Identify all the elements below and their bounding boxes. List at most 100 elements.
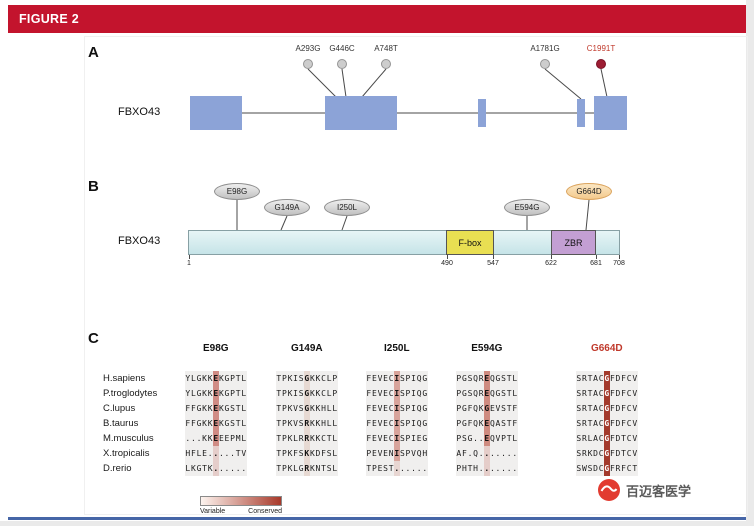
alignment-sequence: HFLE.....TV [185, 446, 247, 461]
watermark-text: 百迈客医学 [626, 484, 692, 499]
species-label: M.musculus [103, 433, 154, 444]
alignment-sequence: TPEST...... [366, 461, 428, 476]
scale-tick-label: 681 [590, 260, 602, 267]
figure-header-bar: FIGURE 2 [8, 5, 746, 33]
alignment-sequence: TPKVSGKKHLL [276, 401, 338, 416]
mutation-label-a293g: A293G [295, 44, 321, 53]
alignment-sequence: FFGKKEKGSTL [185, 416, 247, 431]
scale-tick [551, 255, 552, 259]
panel-c-label: C [88, 330, 99, 347]
scale-tick-label: 1 [187, 260, 191, 267]
mutation-oval-g149a: G149A [264, 199, 310, 216]
domain-f-box: F-box [446, 230, 494, 255]
protein-name: FBXO43 [118, 235, 161, 247]
exon-5 [594, 96, 627, 130]
alignment-column-header-g664d: G664D [590, 343, 623, 354]
species-label: D.rerio [103, 463, 132, 474]
alignment-sequence: FEVECISPIQG [366, 371, 428, 386]
alignment-sequence: FEVECISPIEG [366, 431, 428, 446]
scale-tick-label: 547 [487, 260, 499, 267]
mutation-label-g446c: G446C [329, 44, 355, 53]
domain-f-box-label: F-box [458, 237, 482, 248]
alignment-column-header-e98g: E98G [203, 343, 229, 354]
alignment-sequence: AF.Q....... [456, 446, 518, 461]
alignment-sequence: FEVECISPIQG [366, 401, 428, 416]
alignment-sequence: PGSQREQGSTL [456, 386, 518, 401]
mutation-label-c1991t: C1991T [586, 44, 616, 53]
domain-zbr-label: ZBR [564, 237, 583, 248]
alignment-sequence: FEVECISPIQG [366, 386, 428, 401]
page-right-margin [746, 0, 754, 526]
alignment-sequence: PGFQKEQASTF [456, 416, 518, 431]
alignment-sequence: PEVENISPVQH [366, 446, 428, 461]
species-label: P.troglodytes [103, 388, 158, 399]
scale-tick-label: 490 [441, 260, 453, 267]
mutation-pin-a1781g [540, 59, 550, 69]
alignment-sequence: LKGTK...... [185, 461, 247, 476]
alignment-sequence: PGSQREQGSTL [456, 371, 518, 386]
species-label: B.taurus [103, 418, 139, 429]
exon-4 [577, 99, 585, 127]
alignment-sequence: SRLACGFDTCV [576, 431, 638, 446]
scale-tick [596, 255, 597, 259]
alignment-column-header-g149a: G149A [290, 343, 323, 354]
alignment-sequence: YLGKKEKGPTL [185, 371, 247, 386]
figure-content-frame [84, 36, 748, 515]
alignment-sequence: SRKDCGFDTCV [576, 446, 638, 461]
conservation-legend-gradient [200, 496, 282, 506]
alignment-sequence: TPKISGKKCLP [276, 371, 338, 386]
alignment-sequence: ...KKEEEPML [185, 431, 247, 446]
alignment-sequence: TPKLGRKNTSL [276, 461, 338, 476]
bottom-rule [8, 517, 746, 520]
panel-a-label: A [88, 44, 99, 61]
page-bottom-margin [0, 521, 754, 526]
exon-3 [478, 99, 486, 127]
species-label: H.sapiens [103, 373, 146, 384]
alignment-column-header-e594g: E594G [471, 343, 503, 354]
mutation-label-a748t: A748T [374, 44, 398, 53]
mutation-label-a1781g: A1781G [530, 44, 560, 53]
alignment-sequence: TPKLRRKKCTL [276, 431, 338, 446]
exon-2 [325, 96, 397, 130]
alignment-sequence: TPKISGKKCLP [276, 386, 338, 401]
alignment-column-header-i250l: I250L [384, 343, 410, 354]
domain-zbr: ZBR [551, 230, 596, 255]
mutation-pin-a293g [303, 59, 313, 69]
legend-variable-label: Variable [200, 508, 226, 515]
figure-title: FIGURE 2 [19, 12, 80, 26]
panel-b-label: B [88, 178, 99, 195]
alignment-sequence: FEVECISPIQG [366, 416, 428, 431]
scale-tick [189, 255, 190, 259]
exon-1 [190, 96, 242, 130]
scale-tick [619, 255, 620, 259]
gene-name: FBXO43 [118, 106, 161, 118]
scale-tick [493, 255, 494, 259]
mutation-oval-g664d: G664D [566, 183, 612, 200]
alignment-sequence: PHTH....... [456, 461, 518, 476]
alignment-sequence: YLGKKEKGPTL [185, 386, 247, 401]
scale-tick [447, 255, 448, 259]
alignment-sequence: SRTACGFDFCV [576, 371, 638, 386]
legend-conserved-label: Conserved [248, 508, 282, 515]
mutation-oval-e594g: E594G [504, 199, 550, 216]
mutation-pin-a748t [381, 59, 391, 69]
mutation-pin-g446c [337, 59, 347, 69]
mutation-oval-e98g: E98G [214, 183, 260, 200]
alignment-sequence: FFGKKEKGSTL [185, 401, 247, 416]
scale-tick-label: 622 [545, 260, 557, 267]
alignment-sequence: PSG..EQVPTL [456, 431, 518, 446]
alignment-sequence: SRTACGFDFCV [576, 401, 638, 416]
alignment-sequence: PGFQKGEVSTF [456, 401, 518, 416]
protein-bar [188, 230, 620, 255]
alignment-sequence: TPKFSKKDFSL [276, 446, 338, 461]
alignment-sequence: SWSDCGFRFCT [576, 461, 638, 476]
species-label: X.tropicalis [103, 448, 150, 459]
alignment-sequence: SRTACGFDFCV [576, 386, 638, 401]
mutation-oval-i250l: I250L [324, 199, 370, 216]
mutation-pin-c1991t [596, 59, 606, 69]
species-label: C.lupus [103, 403, 136, 414]
alignment-sequence: SRTACGFDFCV [576, 416, 638, 431]
scale-tick-label: 708 [613, 260, 625, 267]
alignment-sequence: TPKVSRKKHLL [276, 416, 338, 431]
